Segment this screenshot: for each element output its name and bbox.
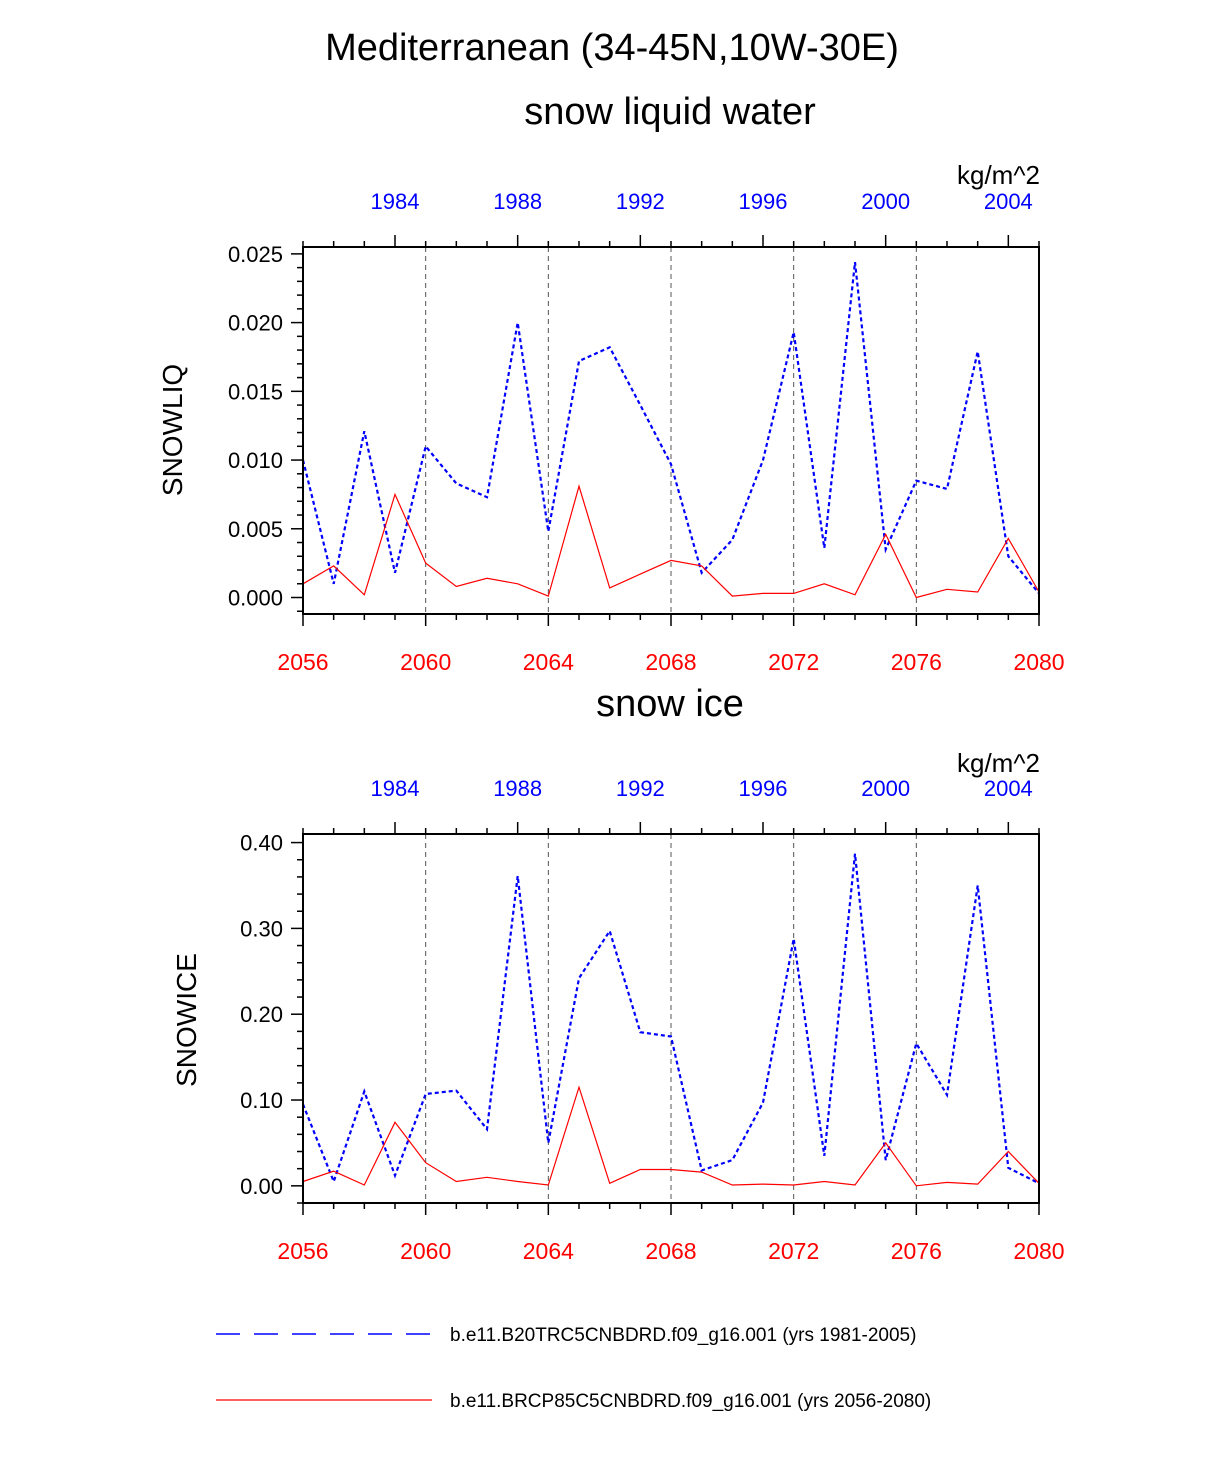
x-top-tick-label: 2004: [984, 189, 1033, 214]
x-bottom-tick-label: 2080: [1013, 1238, 1064, 1264]
x-bottom-tick-label: 2080: [1013, 649, 1064, 675]
units-label: kg/m^2: [957, 748, 1040, 778]
y-axis-label: SNOWICE: [171, 953, 202, 1087]
y-tick-label: 0.20: [240, 1002, 283, 1027]
x-top-tick-label: 1988: [493, 189, 542, 214]
x-top-tick-label: 1984: [371, 776, 420, 801]
x-top-tick-label: 2000: [861, 776, 910, 801]
x-bottom-tick-label: 2072: [768, 1238, 819, 1264]
axes-group: 0.00 0.10 0.20 0.30 0.40 2056 2060 2064 2068 2072…: [240, 776, 1064, 1264]
y-tick-label: 0.010: [228, 448, 283, 473]
series-line-future: [302, 484, 1040, 599]
y-tick-label: 0.40: [240, 831, 283, 856]
y-tick-label: 0.015: [228, 379, 283, 404]
x-bottom-tick-label: 2056: [277, 1238, 328, 1264]
x-top-tick-label: 1984: [371, 189, 420, 214]
y-tick-label: 0.020: [228, 311, 283, 336]
y-axis-label: SNOWLIQ: [157, 364, 188, 496]
series-group: [301, 853, 1040, 1187]
y-tick-label: 0.10: [240, 1088, 283, 1113]
grid-lines: [425, 834, 917, 1203]
y-tick-label: 0.30: [240, 916, 283, 941]
x-bottom-tick-label: 2068: [645, 1238, 696, 1264]
y-tick-label: 0.00: [240, 1174, 283, 1199]
x-bottom-tick-label: 2064: [523, 1238, 574, 1264]
x-bottom-tick-label: 2072: [768, 649, 819, 675]
x-bottom-tick-label: 2060: [400, 649, 451, 675]
x-bottom-tick-label: 2068: [645, 649, 696, 675]
page-title: Mediterranean (34-45N,10W-30E): [325, 27, 899, 69]
axes-group: 0.000 0.005 0.010 0.015 0.020 0.025 2056 2060 20…: [228, 189, 1065, 675]
x-top-tick-label: 2004: [984, 776, 1033, 801]
y-tick-label: 0.000: [228, 586, 283, 611]
x-top-tick-label: 1996: [739, 189, 788, 214]
x-bottom-tick-label: 2076: [891, 649, 942, 675]
x-bottom-tick-label: 2076: [891, 1238, 942, 1264]
x-top-tick-label: 1996: [739, 776, 788, 801]
panel-snowliq: snow liquid water kg/m^2 SNOWLIQ 0.0000.…: [157, 91, 1065, 675]
legend-label-future: b.e11.BRCP85C5CNBDRD.f09_g16.001 (yrs 20…: [450, 1391, 931, 1412]
units-label: kg/m^2: [957, 160, 1040, 190]
series-line-hist: [301, 853, 1040, 1185]
legend: b.e11.B20TRC5CNBDRD.f09_g16.001 (yrs 198…: [216, 1325, 931, 1412]
panel-title: snow liquid water: [524, 91, 816, 133]
series-line-hist: [301, 261, 1040, 595]
x-bottom-tick-label: 2060: [400, 1238, 451, 1264]
panel-title: snow ice: [596, 683, 744, 725]
x-top-tick-label: 1992: [616, 189, 665, 214]
y-tick-label: 0.025: [228, 242, 283, 267]
x-bottom-tick-label: 2064: [523, 649, 574, 675]
series-line-future: [302, 1085, 1040, 1187]
x-top-tick-label: 1988: [493, 776, 542, 801]
series-group: [301, 261, 1040, 599]
y-tick-label: 0.005: [228, 517, 283, 542]
x-bottom-tick-label: 2056: [277, 649, 328, 675]
grid-lines: [425, 247, 917, 614]
x-top-tick-label: 1992: [616, 776, 665, 801]
panel-snowice: snow ice kg/m^2 SNOWICE 0.00 0.10 0.20 0.30…: [171, 683, 1065, 1264]
legend-label-hist: b.e11.B20TRC5CNBDRD.f09_g16.001 (yrs 198…: [450, 1325, 916, 1346]
x-top-tick-label: 2000: [861, 189, 910, 214]
